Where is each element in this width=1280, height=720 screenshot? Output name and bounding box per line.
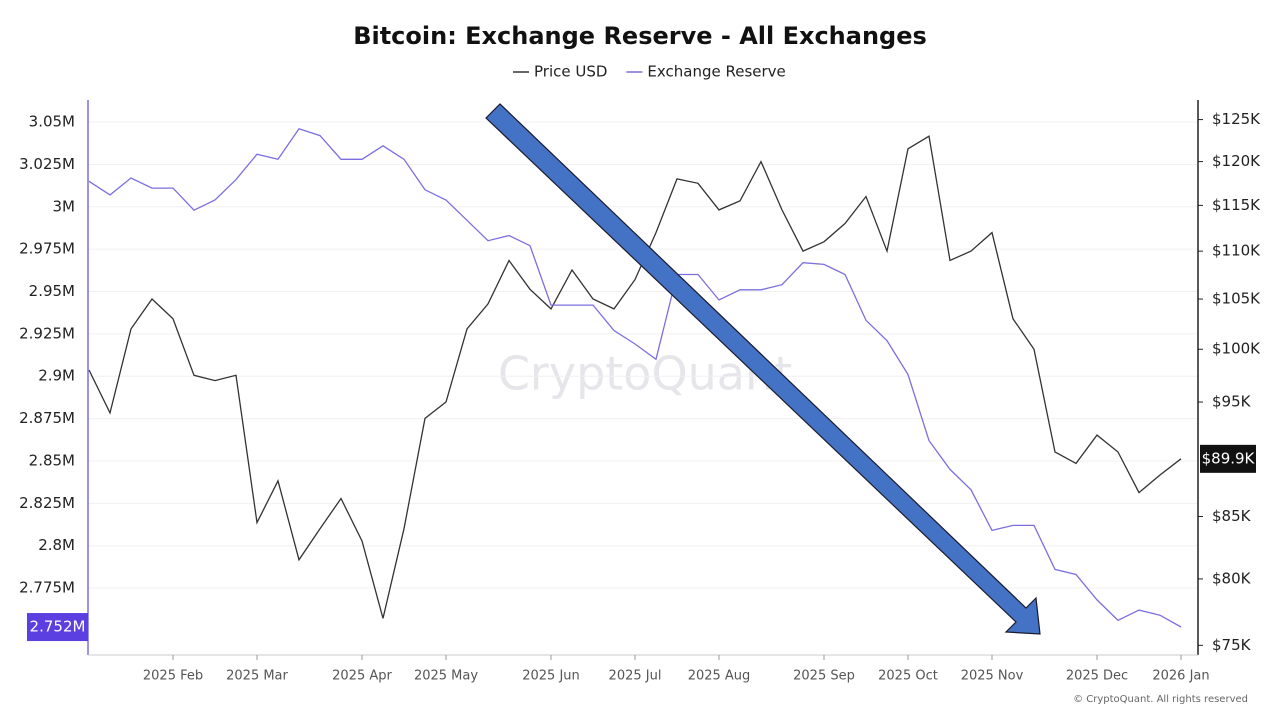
x-tick-label: 2025 May xyxy=(414,669,478,684)
x-tick-label: 2025 Mar xyxy=(226,669,288,684)
x-tick-label: 2025 Jun xyxy=(522,669,580,684)
x-tick-label: 2026 Jan xyxy=(1152,669,1209,684)
y-tick-label: 3.025M xyxy=(19,155,75,173)
y-tick-label: 2.975M xyxy=(19,240,75,258)
y2-tick-label: $100K xyxy=(1212,340,1261,358)
x-tick-label: 2025 Oct xyxy=(878,669,938,684)
y2-tick-label: $105K xyxy=(1212,290,1261,308)
x-tick-label: 2025 Dec xyxy=(1066,669,1128,684)
end-label: 2.752M xyxy=(30,618,86,636)
y-tick-label: 3M xyxy=(53,197,76,215)
y-tick-label: 2.775M xyxy=(19,579,75,597)
y-tick-label: 2.95M xyxy=(29,282,75,300)
y2-tick-label: $80K xyxy=(1212,569,1252,587)
x-tick-label: 2025 Aug xyxy=(688,669,751,684)
end-label-box xyxy=(27,613,88,642)
x-tick-label: 2025 Jul xyxy=(609,669,662,684)
x-tick-label: 2025 Sep xyxy=(793,669,855,684)
y2-tick-label: $115K xyxy=(1212,196,1261,214)
x-tick-label: 2025 Feb xyxy=(143,669,203,684)
y-tick-label: 2.875M xyxy=(19,409,75,427)
end-label-box xyxy=(1200,444,1256,473)
y-tick-label: 3.05M xyxy=(29,113,75,131)
series-line xyxy=(88,135,1182,619)
credit: © CryptoQuant. All rights reserved xyxy=(1073,694,1248,705)
y-tick-label: 2.925M xyxy=(19,324,75,342)
y2-tick-label: $125K xyxy=(1212,110,1261,128)
x-tick-label: 2025 Nov xyxy=(961,669,1024,684)
y-tick-label: 2.85M xyxy=(29,451,75,469)
y-tick-label: 2.9M xyxy=(38,367,75,385)
chart-title: Bitcoin: Exchange Reserve - All Exchange… xyxy=(353,22,927,50)
end-label: $89.9K xyxy=(1202,449,1256,467)
y2-tick-label: $85K xyxy=(1212,507,1252,525)
legend-label: Price USD xyxy=(534,63,607,81)
legend-label: Exchange Reserve xyxy=(647,63,785,81)
series-line xyxy=(88,128,1182,628)
y2-tick-label: $75K xyxy=(1212,636,1252,654)
y2-tick-label: $120K xyxy=(1212,152,1261,170)
y2-tick-label: $95K xyxy=(1212,393,1252,411)
x-tick-label: 2025 Apr xyxy=(332,669,392,684)
y2-tick-label: $110K xyxy=(1212,242,1261,260)
y-tick-label: 2.825M xyxy=(19,494,75,512)
trend-arrow xyxy=(485,103,1041,635)
y-tick-label: 2.8M xyxy=(38,536,75,554)
